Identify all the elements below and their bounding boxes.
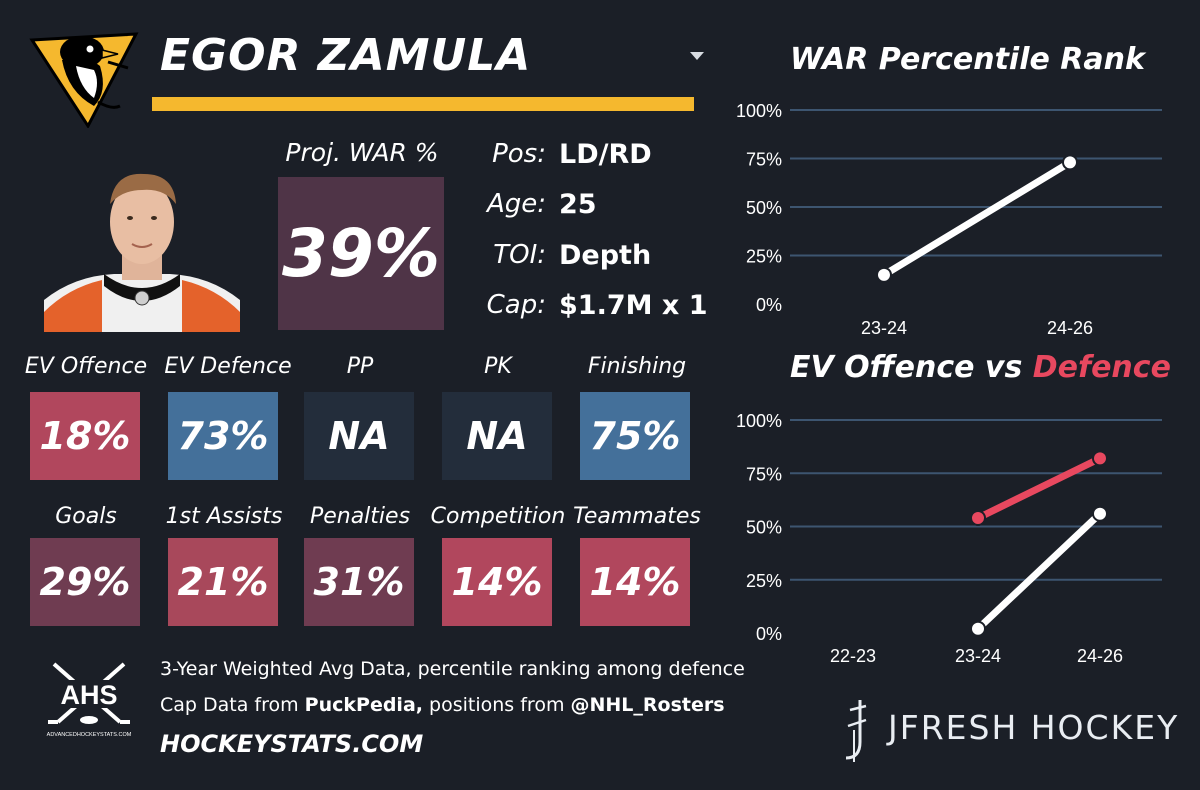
tile-value: 21% (177, 560, 269, 604)
footer-note-2-mid: positions from (423, 694, 571, 716)
tile-value: NA (466, 414, 528, 458)
tile-value: 29% (39, 560, 131, 604)
y-tick-label: 25% (746, 571, 782, 591)
brand-name: JFRESH HOCKEY (888, 708, 1180, 747)
tile-teammates: 14% (580, 538, 690, 626)
chevron-down-icon[interactable] (690, 52, 704, 60)
y-tick-label: 50% (746, 198, 782, 218)
tile-value: 14% (589, 560, 681, 604)
tile-label-pk: PK (484, 354, 512, 379)
tile-label-ev-defence: EV Defence (164, 354, 292, 379)
tile-label-penalties: Penalties (309, 504, 411, 529)
x-tick-label: 24-26 (1047, 318, 1093, 338)
info-value: 25 (559, 188, 597, 220)
tile-value: 18% (39, 414, 131, 458)
nhl-rosters-link[interactable]: @NHL_Rosters (570, 694, 725, 716)
series-line (974, 510, 1104, 633)
info-row-pos: Pos: LD/RD (470, 134, 652, 174)
y-tick-label: 100% (736, 101, 782, 121)
ahs-logo-text: AHS (60, 680, 117, 710)
y-tick-label: 0% (756, 624, 782, 644)
y-tick-label: 25% (746, 247, 782, 267)
data-point (1092, 450, 1108, 467)
proj-war-value: 39% (282, 215, 440, 292)
x-tick-label: 24-26 (1077, 646, 1123, 666)
data-point (970, 509, 986, 526)
x-tick-label: 23-24 (955, 646, 1001, 666)
player-name: EGOR ZAMULA (160, 30, 532, 81)
footer-note-2: Cap Data from PuckPedia, positions from … (160, 694, 725, 716)
tile-finishing: 75% (580, 392, 690, 480)
ev-offence-defence-chart: 100% 75% 50% 25% 0% 22-23 23-24 24-26 (736, 411, 1162, 666)
tile-ev-defence: 73% (168, 392, 278, 480)
tile-label-ev-offence: EV Offence (24, 354, 148, 379)
y-tick-label: 75% (746, 150, 782, 170)
jfresh-logo-icon (845, 700, 867, 762)
series-line (880, 158, 1074, 279)
team-logo (29, 32, 139, 128)
war-percentile-chart: 100% 75% 50% 25% 0% 23-24 24-26 (736, 101, 1162, 338)
info-value: LD/RD (559, 138, 652, 170)
info-label: Age: (486, 189, 546, 219)
y-tick-label: 0% (756, 295, 782, 315)
tile-label-1st-assists: 1st Assists (165, 504, 283, 529)
proj-war-label: Proj. WAR % (285, 138, 439, 167)
data-point (970, 620, 986, 637)
tile-pk: NA (442, 392, 552, 480)
tile-goals: 29% (30, 538, 140, 626)
info-row-toi: TOI: Depth (470, 235, 651, 275)
info-value: $1.7M x 1 (559, 289, 708, 321)
tile-label-teammates: Teammates (573, 504, 701, 529)
data-point (876, 266, 892, 283)
tile-competition: 14% (442, 538, 552, 626)
chart2-title: EV Offence vs Defence (790, 350, 1171, 385)
y-tick-label: 75% (746, 464, 782, 484)
chart1-title: WAR Percentile Rank (790, 42, 1145, 77)
tile-label-goals: Goals (55, 504, 117, 529)
x-tick-label: 22-23 (830, 646, 876, 666)
info-row-cap: Cap: $1.7M x 1 (470, 285, 708, 325)
tile-value: 75% (589, 414, 681, 458)
info-value: Depth (559, 239, 652, 271)
tile-value: 31% (313, 560, 405, 604)
proj-war-box: 39% (278, 177, 444, 330)
info-label: Cap: (486, 290, 546, 320)
ahs-logo: AHS ADVANCEDHOCKEYSTATS.COM (47, 662, 132, 738)
y-tick-label: 100% (736, 411, 782, 431)
data-point (1062, 154, 1078, 171)
chart2-title-part2: Defence (1032, 350, 1171, 385)
site-link[interactable]: HOCKEYSTATS.COM (160, 730, 424, 758)
tile-label-competition: Competition (430, 504, 566, 529)
name-underline (152, 97, 694, 111)
tile-value: 14% (451, 560, 543, 604)
info-label: TOI: (493, 240, 546, 270)
y-tick-label: 50% (746, 518, 782, 538)
footer-note-2-pre: Cap Data from (160, 694, 305, 716)
tile-value: NA (328, 414, 390, 458)
player-headshot (44, 152, 240, 332)
series-line (974, 454, 1104, 522)
tile-label-finishing: Finishing (587, 354, 687, 379)
data-point (1092, 505, 1108, 522)
tile-value: 73% (177, 414, 269, 458)
footer-note-1: 3-Year Weighted Avg Data, percentile ran… (160, 658, 745, 680)
tile-pp: NA (304, 392, 414, 480)
tile-penalties: 31% (304, 538, 414, 626)
tile-ev-offence: 18% (30, 392, 140, 480)
tile-label-pp: PP (346, 354, 374, 379)
puckpedia-link[interactable]: PuckPedia, (304, 694, 423, 716)
chart2-title-part1: EV Offence vs (790, 350, 1033, 385)
info-row-age: Age: 25 (470, 184, 597, 224)
ahs-logo-url: ADVANCEDHOCKEYSTATS.COM (47, 732, 132, 738)
x-tick-label: 23-24 (861, 318, 907, 338)
info-label: Pos: (492, 139, 546, 169)
tile-1st-assists: 21% (168, 538, 278, 626)
